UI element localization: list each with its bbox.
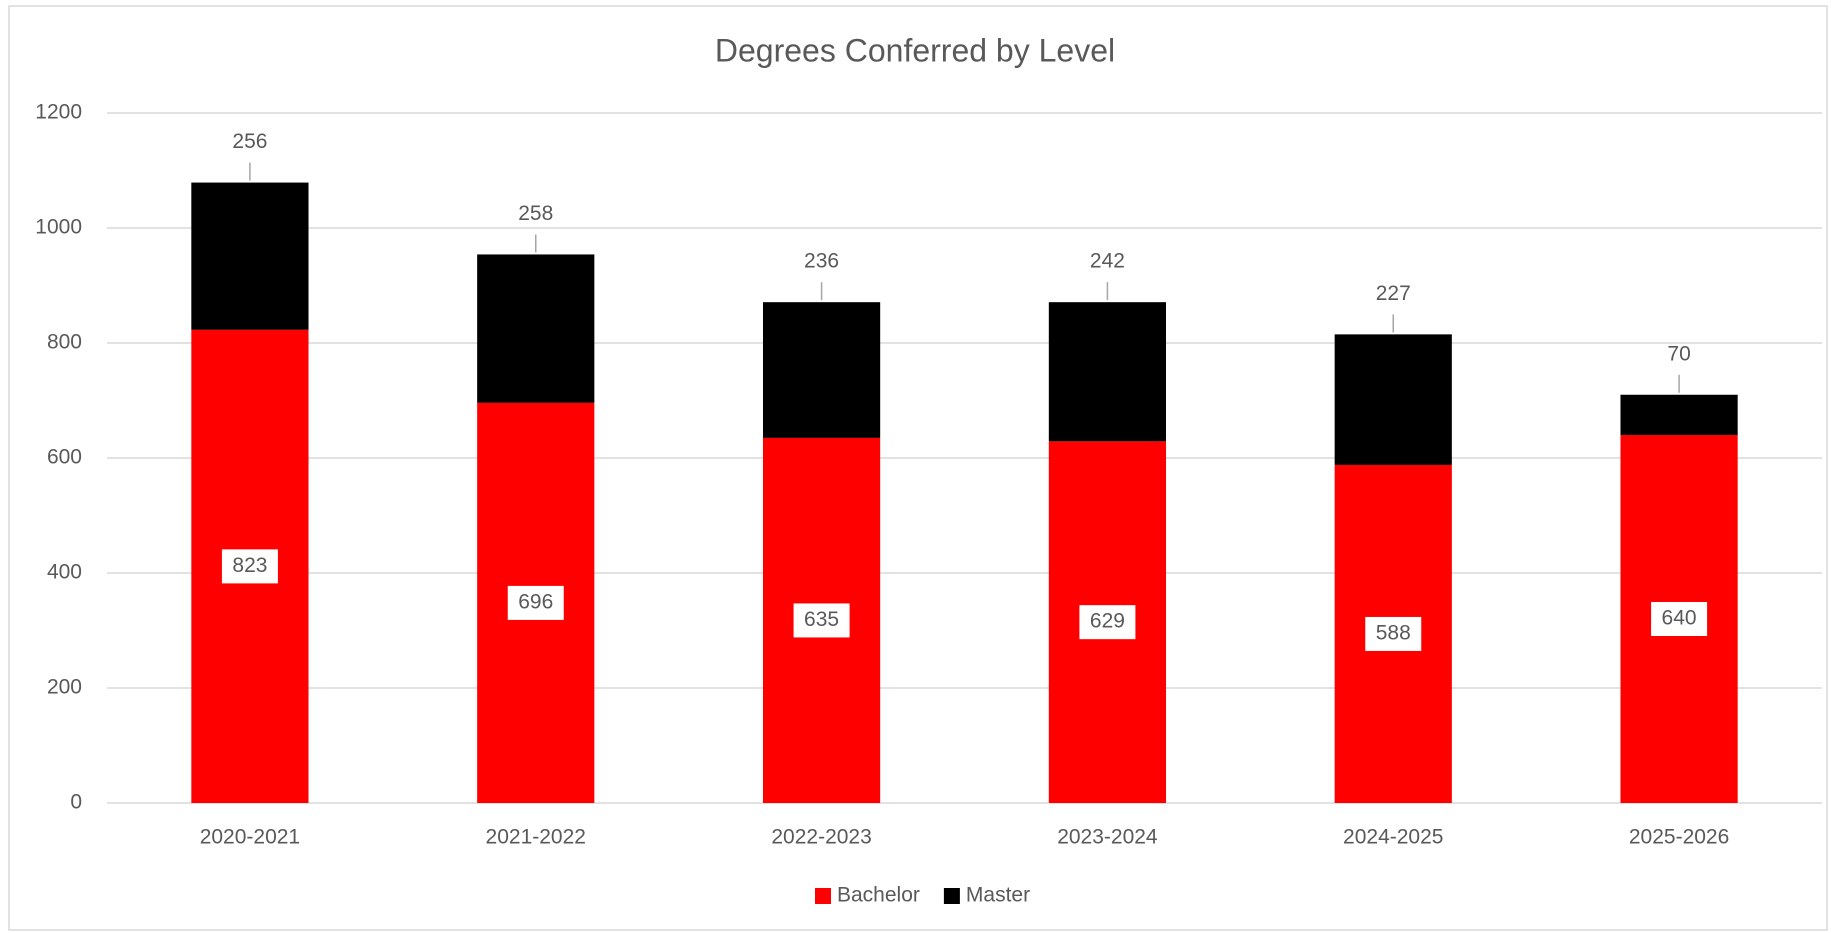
bar-segment (191, 182, 309, 330)
data-label: 227 (1376, 282, 1411, 305)
y-tick-label: 800 (47, 331, 82, 354)
data-label-box (1079, 605, 1136, 640)
data-label: 696 (518, 590, 553, 613)
bar-segment (477, 254, 595, 403)
bar-segment (1334, 334, 1452, 465)
legend-label: Bachelor (837, 884, 920, 907)
data-label: 635 (804, 608, 839, 631)
data-label: 823 (232, 554, 267, 577)
data-label: 242 (1090, 250, 1125, 273)
bar-segment (1048, 302, 1167, 442)
data-label: 629 (1090, 610, 1125, 633)
x-tick-label: 2020-2021 (200, 826, 300, 849)
data-label-box (507, 585, 564, 620)
data-label-box (1365, 616, 1422, 651)
data-label: 640 (1662, 607, 1697, 630)
y-tick-label: 1200 (35, 101, 82, 124)
chart-title: Degrees Conferred by Level (715, 32, 1115, 68)
data-label: 236 (804, 250, 839, 273)
data-label: 258 (518, 202, 553, 225)
bar-segment (1620, 394, 1738, 435)
x-tick-label: 2023-2024 (1057, 826, 1158, 849)
y-tick-label: 400 (47, 561, 82, 584)
y-tick-label: 600 (47, 446, 82, 469)
y-tick-label: 1000 (35, 216, 82, 239)
data-label: 588 (1376, 621, 1411, 644)
data-label-box (221, 549, 278, 584)
x-tick-label: 2021-2022 (486, 826, 586, 849)
x-tick-label: 2022-2023 (771, 826, 871, 849)
y-tick-label: 0 (70, 791, 82, 814)
data-label-box (1651, 602, 1708, 636)
legend-swatch (943, 888, 960, 904)
legend-label: Master (966, 884, 1030, 907)
x-tick-label: 2025-2026 (1629, 826, 1729, 849)
bar-segment (762, 302, 881, 438)
data-label-box (793, 603, 850, 638)
chart-frame (8, 5, 1828, 931)
data-label: 70 (1667, 342, 1690, 365)
data-label: 256 (232, 130, 267, 153)
y-tick-label: 200 (47, 676, 82, 699)
legend-swatch (815, 888, 831, 904)
x-tick-label: 2024-2025 (1343, 826, 1443, 849)
